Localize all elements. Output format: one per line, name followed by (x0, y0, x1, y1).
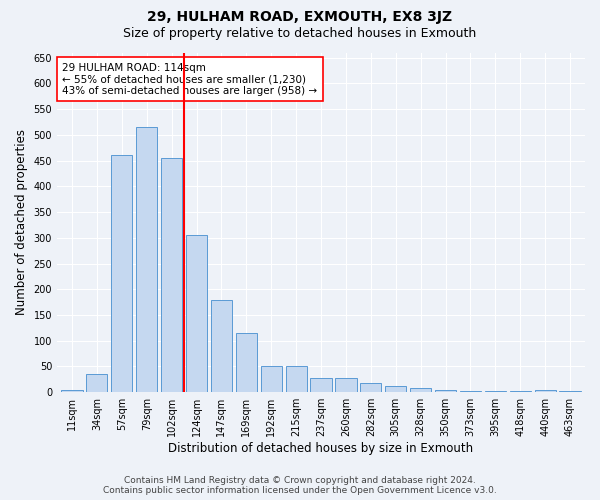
Bar (236, 333, 257, 392)
Bar (385, 386, 406, 392)
Bar (111, 156, 133, 392)
Bar (286, 366, 307, 392)
Bar (161, 158, 182, 392)
Bar (335, 378, 356, 392)
Text: 29, HULHAM ROAD, EXMOUTH, EX8 3JZ: 29, HULHAM ROAD, EXMOUTH, EX8 3JZ (148, 10, 452, 24)
Bar (559, 391, 581, 392)
Text: Contains HM Land Registry data © Crown copyright and database right 2024.
Contai: Contains HM Land Registry data © Crown c… (103, 476, 497, 495)
Bar (509, 390, 531, 392)
Bar (136, 127, 157, 392)
Bar (485, 391, 506, 392)
Bar (360, 383, 382, 392)
Bar (410, 388, 431, 392)
Bar (460, 390, 481, 392)
Bar (61, 390, 83, 392)
Bar (86, 374, 107, 392)
Y-axis label: Number of detached properties: Number of detached properties (15, 130, 28, 316)
Bar (310, 378, 332, 392)
Bar (260, 366, 282, 392)
Bar (211, 300, 232, 392)
X-axis label: Distribution of detached houses by size in Exmouth: Distribution of detached houses by size … (169, 442, 473, 455)
Bar (435, 390, 456, 392)
Bar (186, 235, 207, 392)
Bar (535, 390, 556, 392)
Text: 29 HULHAM ROAD: 114sqm
← 55% of detached houses are smaller (1,230)
43% of semi-: 29 HULHAM ROAD: 114sqm ← 55% of detached… (62, 62, 317, 96)
Text: Size of property relative to detached houses in Exmouth: Size of property relative to detached ho… (124, 28, 476, 40)
